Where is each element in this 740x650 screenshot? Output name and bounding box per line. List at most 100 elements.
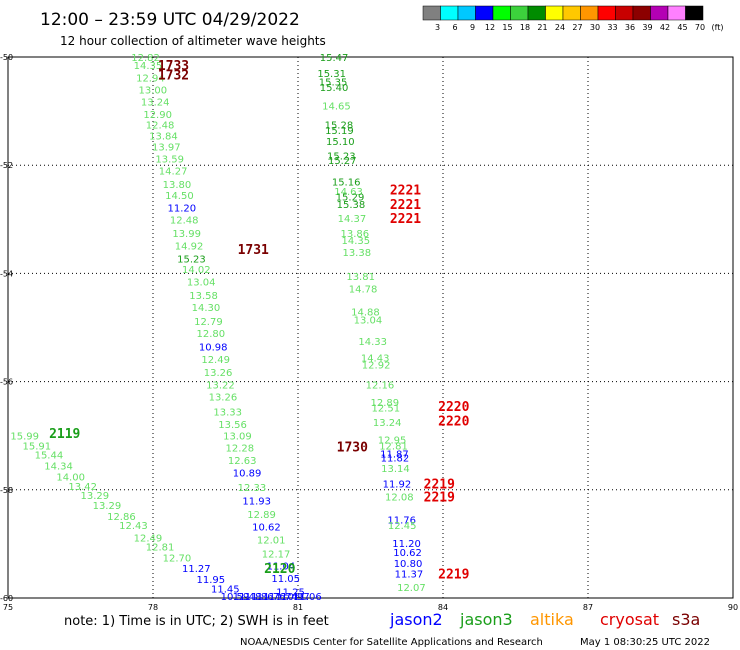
wave-height-value: 15.40 [320, 83, 349, 94]
wave-height-value: 12.01 [257, 536, 286, 547]
wave-height-value: 10.59 [221, 592, 250, 603]
wave-height-value: 13.04 [354, 315, 383, 326]
y-tick-label: -60 [0, 594, 13, 603]
satellite-legend-jason2: jason2 [389, 610, 443, 629]
footer-credit: NOAA/NESDIS Center for Satellite Applica… [240, 637, 543, 648]
y-tick-label: -52 [0, 161, 13, 170]
x-tick-label: 90 [728, 603, 738, 612]
legend-swatch [510, 5, 529, 21]
wave-height-value: 12.89 [371, 398, 400, 409]
wave-height-points: 12.8214.3512.9413.0013.2412.9012.4813.84… [10, 53, 425, 603]
wave-height-value: 15.99 [10, 432, 39, 443]
wave-height-value: 11.93 [242, 497, 271, 508]
wave-height-value: 15.10 [326, 137, 355, 148]
satellite-legend-cryosat: cryosat [600, 610, 659, 629]
wave-height-value: 11.87 [380, 450, 409, 461]
wave-height-value: 13.97 [152, 142, 181, 153]
legend-label: 42 [660, 23, 670, 32]
wave-height-value: 13.29 [81, 491, 110, 502]
x-tick-label: 84 [438, 603, 448, 612]
footer-timestamp: May 1 08:30:25 UTC 2022 [580, 637, 710, 648]
wave-height-value: 15.44 [35, 451, 64, 462]
wave-height-value: 14.78 [349, 285, 378, 296]
legend-swatch [457, 5, 476, 21]
pass-time-label: 1730 [337, 441, 368, 456]
pass-time-label: 1733 [158, 59, 189, 74]
wave-height-value: 11.48 [233, 592, 262, 603]
wave-height-value: 12.70 [163, 553, 192, 564]
wave-height-value: 14.37 [338, 214, 367, 225]
wave-height-value: 12.92 [362, 360, 391, 371]
pass-time-label: 1732 [158, 68, 189, 83]
wave-height-value: 13.59 [155, 155, 184, 166]
legend-swatch [422, 5, 441, 21]
wave-height-value: 13.81 [346, 272, 375, 283]
wave-height-value: 15.29 [336, 193, 365, 204]
wave-height-value: 12.81 [379, 441, 408, 452]
wave-height-value: 12.17 [262, 550, 291, 561]
wave-height-value: 12.43 [119, 521, 148, 532]
legend-label: 27 [572, 23, 582, 32]
legend-swatch [562, 5, 581, 21]
legend-label: 3 [435, 23, 440, 32]
wave-height-value: 11.37 [395, 570, 424, 581]
wave-height-value: 15.28 [325, 121, 354, 132]
wave-height-value: 12.49 [134, 533, 163, 544]
wave-height-value: 11.82 [381, 453, 410, 464]
legend-swatch [667, 5, 686, 21]
wave-height-value: 14.65 [322, 102, 351, 113]
wave-height-value: 14.33 [358, 337, 387, 348]
wave-height-value: 13.56 [218, 420, 247, 431]
wave-height-value: 12.89 [247, 510, 276, 521]
x-tick-label: 78 [148, 603, 158, 612]
wave-height-value: 13.24 [141, 97, 170, 108]
wave-height-value: 12.90 [143, 110, 172, 121]
legend-swatch [440, 5, 459, 21]
color-scale-legend: 3 6 9 12 15 18 21 24 27 30 33 36 39 42 45 70 (ft) [422, 5, 724, 32]
wave-height-value: 11.95 [197, 575, 226, 586]
satellite-legend-altika: altika [530, 610, 574, 629]
legend-swatch [545, 5, 564, 21]
wave-height-value: 11.76 [387, 516, 416, 527]
wave-height-value: 12.48 [170, 215, 199, 226]
legend-label: 21 [537, 23, 547, 32]
wave-height-value: 15.23 [177, 254, 206, 265]
wave-height-value: 12.63 [228, 456, 257, 467]
wave-height-value: 13.29 [93, 501, 122, 512]
wave-height-value: 13.09 [223, 432, 252, 443]
wave-height-value: 11.05 [271, 574, 300, 585]
wave-height-value: 11.86 [245, 592, 274, 603]
pass-time-label: 2220 [438, 400, 469, 415]
x-tick-label: 87 [583, 603, 593, 612]
wave-height-value: 12.33 [238, 483, 267, 494]
wave-height-value: 12.82 [131, 53, 160, 64]
wave-height-value: 12.28 [226, 444, 255, 455]
wave-height-value: 13.86 [341, 229, 370, 240]
wave-height-value: 13.38 [342, 248, 371, 259]
wave-height-value: 13.26 [209, 393, 238, 404]
wave-height-value: 14.50 [165, 191, 194, 202]
x-tick-label: 81 [293, 603, 303, 612]
legend-label: 70 [695, 23, 705, 32]
wave-height-value: 12.79 [194, 317, 223, 328]
wave-height-value: 13.00 [139, 85, 168, 96]
chart-subtitle: 12 hour collection of altimeter wave hei… [60, 34, 326, 48]
wave-height-value: 12.07 [397, 583, 426, 594]
wave-height-value: 13.04 [187, 278, 216, 289]
wave-height-value: 10.98 [199, 342, 228, 353]
legend-label: 15 [502, 23, 512, 32]
wave-height-value: 14.34 [44, 461, 73, 472]
wave-height-value: 15.16 [332, 177, 361, 188]
plot-area: 75 78 81 84 87 90-50-52-54-56-58-60 12.8214.3… [0, 53, 738, 612]
wave-height-value: 12.80 [197, 329, 226, 340]
wave-height-value: 12.51 [371, 404, 400, 415]
wave-height-value: 13.99 [172, 229, 201, 240]
pass-time-label: 2120 [264, 562, 295, 577]
pass-time-label: 2221 [390, 198, 421, 213]
wave-height-value: 10.80 [394, 559, 423, 570]
legend-label: 12 [485, 23, 495, 32]
wave-height-value: 11.74 [269, 592, 298, 603]
wave-height-value: 10.89 [233, 468, 262, 479]
legend-swatch [650, 5, 669, 21]
satellite-legend-s3a: s3a [672, 610, 700, 629]
